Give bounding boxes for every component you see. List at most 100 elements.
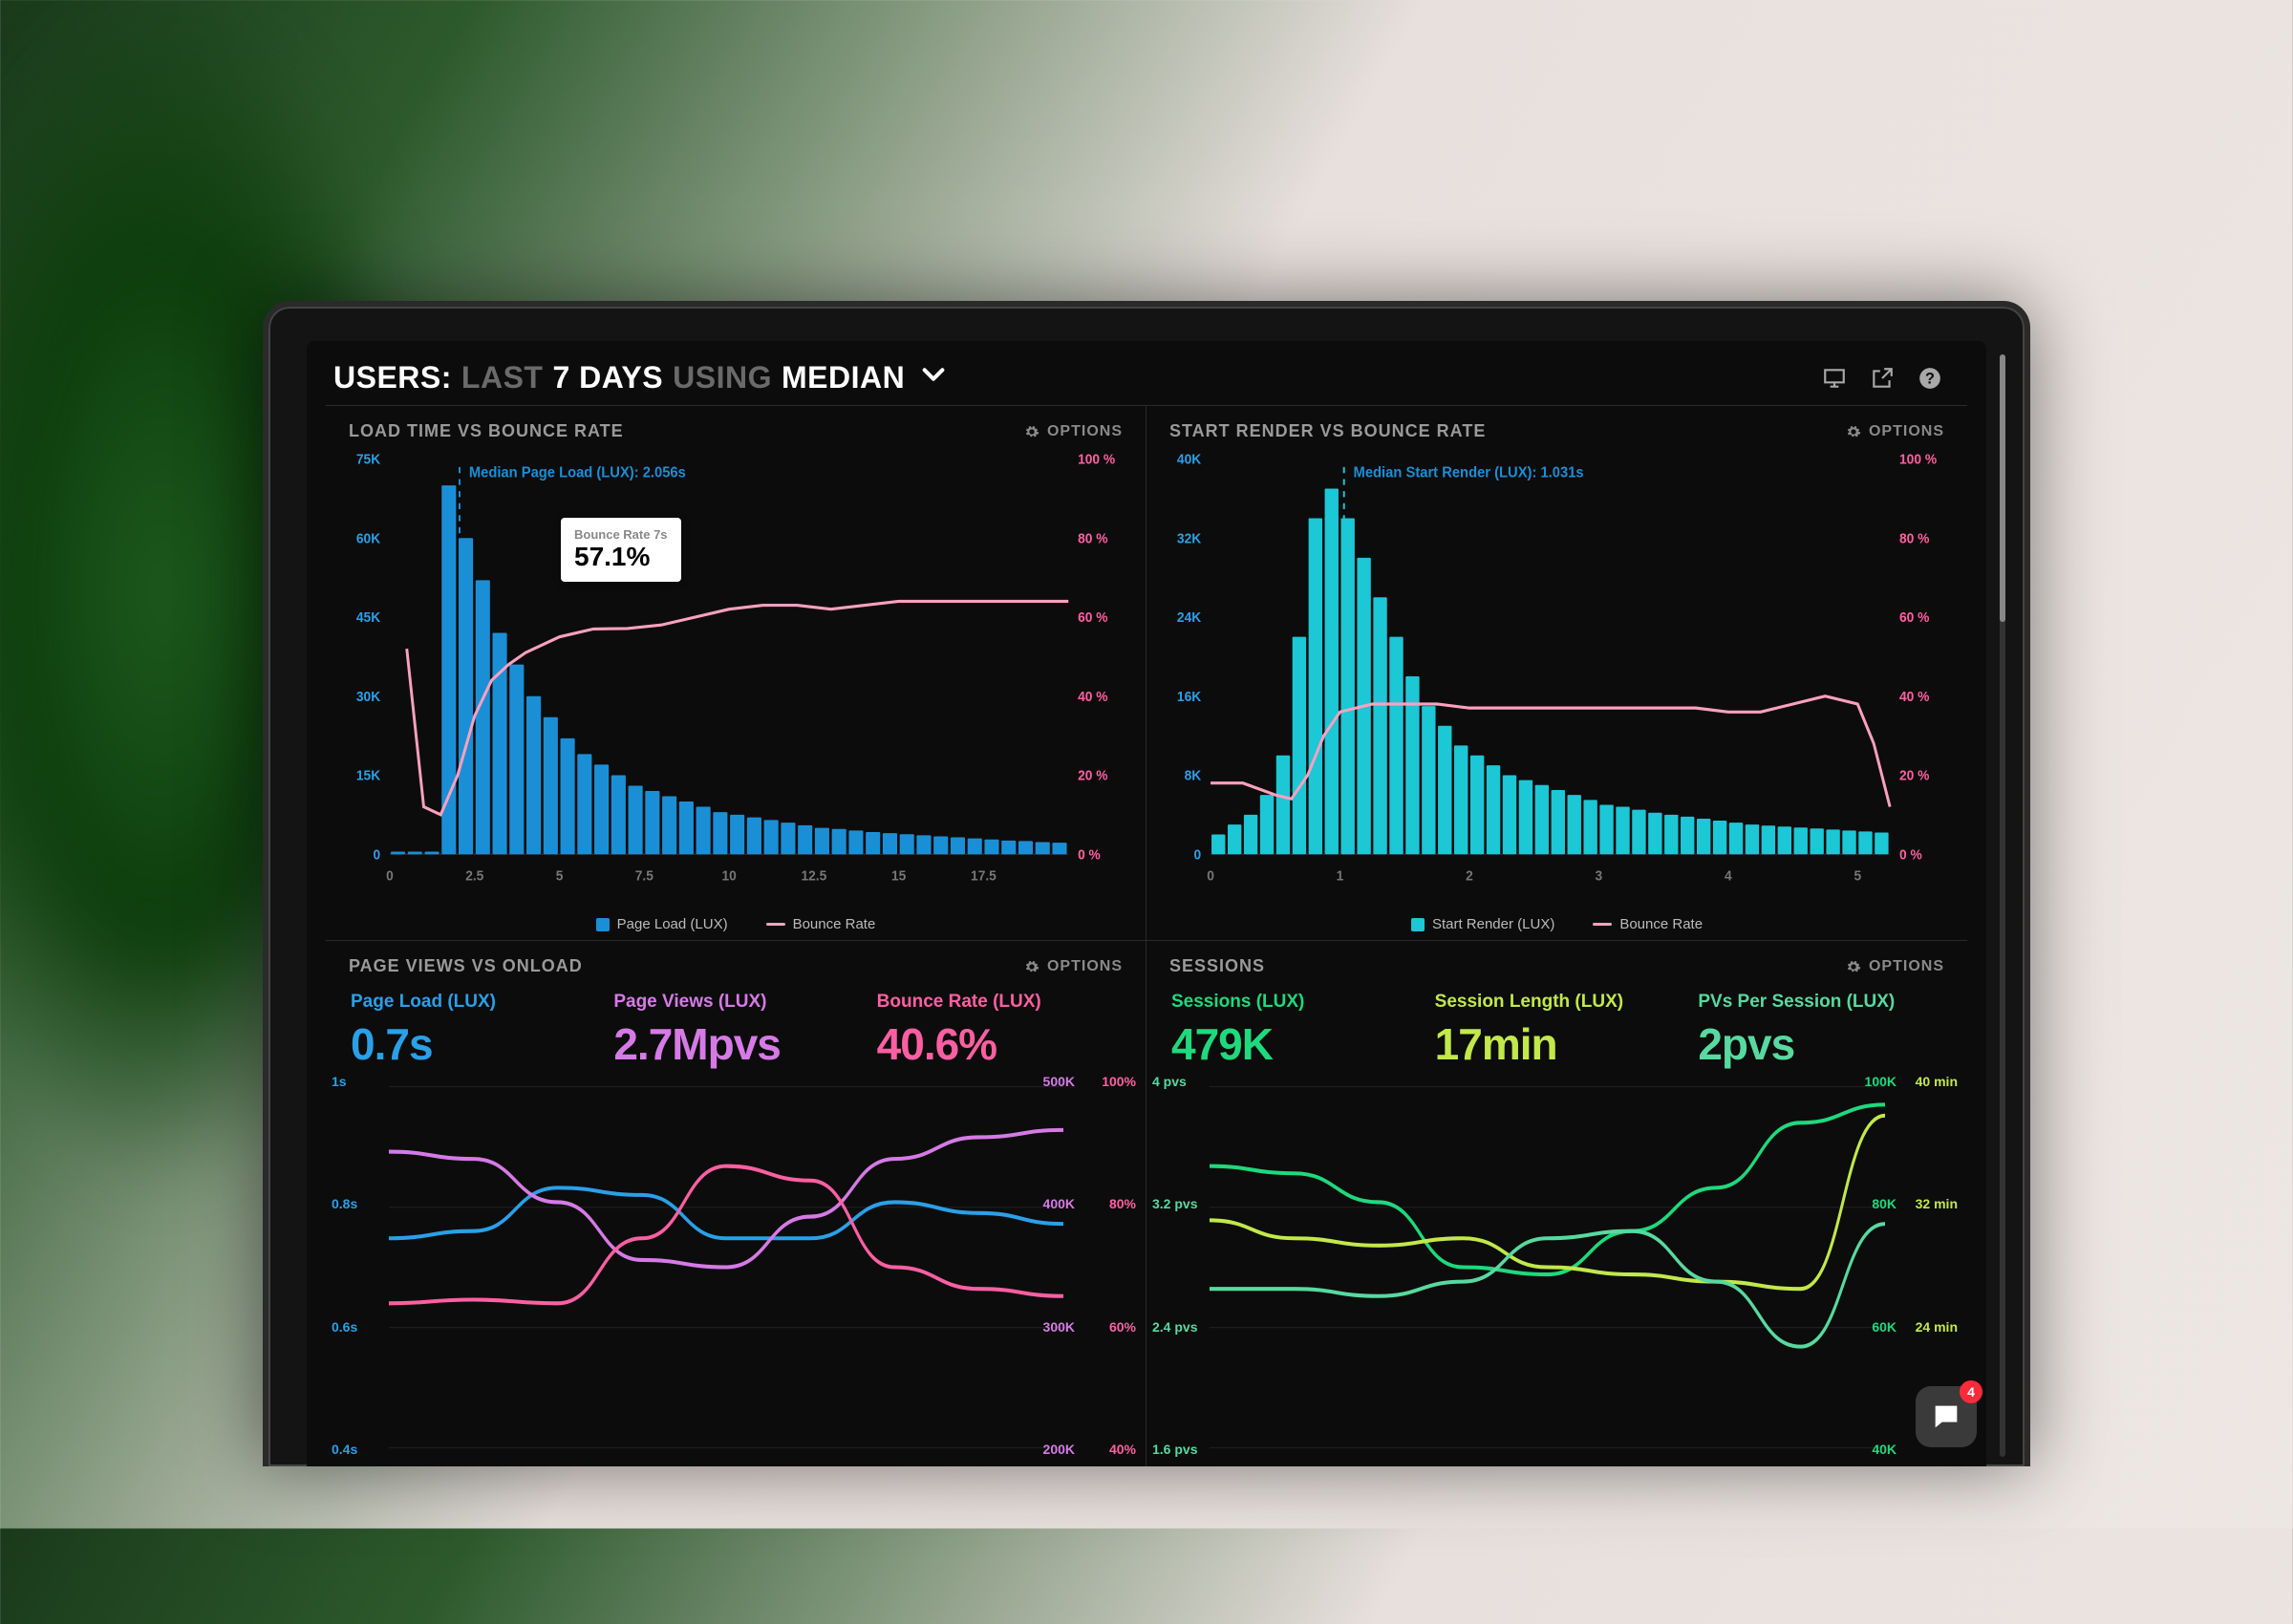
legend-swatch	[1411, 918, 1425, 931]
stat-card: Page Views (LUX)2.7Mpvs	[604, 988, 867, 1074]
chart-tooltip: Bounce Rate 7s 57.1%	[561, 518, 681, 582]
svg-text:16K: 16K	[1177, 690, 1202, 706]
svg-text:80 %: 80 %	[1078, 531, 1108, 547]
mini-chart-sessions: 1.6 pvs2.4 pvs3.2 pvs4 pvs40K60K80K100K2…	[1152, 1074, 1961, 1461]
gear-icon	[1024, 424, 1039, 439]
legend-item: Bounce Rate	[766, 916, 876, 932]
axis-tick: 0.4s	[332, 1442, 357, 1457]
svg-text:2: 2	[1466, 868, 1473, 885]
stat-card: Bounce Rate (LUX)40.6%	[868, 988, 1130, 1074]
axis-tick: 24 min	[1916, 1319, 1958, 1335]
axis-tick: 500K	[1043, 1074, 1075, 1089]
svg-text:75K: 75K	[356, 452, 381, 468]
svg-text:20 %: 20 %	[1899, 768, 1930, 784]
svg-text:2.5: 2.5	[465, 868, 483, 885]
axis-tick: 300K	[1043, 1319, 1075, 1335]
svg-text:20 %: 20 %	[1078, 768, 1108, 784]
legend-label: Page Load (LUX)	[617, 916, 728, 932]
gear-icon	[1846, 424, 1861, 439]
stat-row: Page Load (LUX)0.7sPage Views (LUX)2.7Mp…	[332, 984, 1140, 1074]
title-bright-1: 7 DAYS	[552, 360, 663, 395]
stat-card: Session Length (LUX) 17min	[1425, 988, 1689, 1074]
title-dim-1: LAST	[461, 360, 544, 395]
panel-sessions: SESSIONS OPTIONS Sessions (LUX)479KSessi…	[1146, 940, 1967, 1466]
monitor-icon[interactable]	[1822, 366, 1847, 391]
axis-tick: 100%	[1102, 1074, 1136, 1089]
legend-swatch	[766, 923, 785, 926]
svg-text:0: 0	[386, 868, 394, 885]
axis-tick: 0.6s	[332, 1319, 357, 1335]
title-prefix: USERS:	[333, 360, 452, 395]
axis-tick: 4 pvs	[1152, 1074, 1187, 1089]
panel-load-time-bounce: LOAD TIME VS BOUNCE RATE OPTIONS 015K30K…	[326, 405, 1146, 940]
svg-text:3: 3	[1596, 868, 1603, 885]
mini-chart-pageviews: 0.4s0.6s0.8s1s200K300K400K500K40%60%80%1…	[332, 1074, 1140, 1461]
axis-tick: 80K	[1872, 1196, 1897, 1211]
stat-value: 17min	[1435, 1018, 1680, 1070]
svg-text:17.5: 17.5	[971, 868, 996, 885]
axis-tick: 1.6 pvs	[1152, 1442, 1197, 1457]
share-icon[interactable]	[1870, 366, 1895, 391]
gear-icon	[1024, 959, 1039, 974]
legend-item: Page Load (LUX)	[596, 916, 728, 932]
options-button[interactable]: OPTIONS	[1024, 958, 1123, 975]
svg-text:?: ?	[1925, 370, 1935, 387]
svg-text:Median Start Render (LUX): 1.0: Median Start Render (LUX): 1.031s	[1354, 464, 1584, 481]
title-dropdown[interactable]: USERS: LAST 7 DAYS USING MEDIAN	[333, 360, 947, 395]
panel-title: START RENDER VS BOUNCE RATE	[1169, 421, 1486, 441]
svg-text:Median Page Load (LUX): 2.056s: Median Page Load (LUX): 2.056s	[469, 464, 686, 481]
options-button[interactable]: OPTIONS	[1846, 958, 1944, 975]
svg-text:0: 0	[373, 847, 380, 864]
options-label: OPTIONS	[1047, 423, 1123, 440]
svg-text:0: 0	[1207, 868, 1214, 885]
svg-text:80 %: 80 %	[1899, 531, 1930, 547]
title-bright-2: MEDIAN	[782, 360, 905, 395]
stat-row: Sessions (LUX)479KSession Length (LUX)17…	[1152, 984, 1961, 1074]
svg-text:32K: 32K	[1177, 531, 1202, 547]
stat-label: Page Load (LUX)	[351, 992, 594, 1013]
panel-title: LOAD TIME VS BOUNCE RATE	[349, 421, 624, 441]
laptop-frame: USERS: LAST 7 DAYS USING MEDIAN ? LOAD T…	[263, 301, 2030, 1466]
stat-value: 2pvs	[1698, 1018, 1942, 1070]
chart-legend: Page Load (LUX) Bounce Rate	[332, 910, 1140, 934]
svg-text:60K: 60K	[356, 531, 381, 547]
page-header: USERS: LAST 7 DAYS USING MEDIAN ?	[307, 341, 1986, 405]
axis-tick: 80%	[1109, 1196, 1136, 1211]
options-label: OPTIONS	[1869, 958, 1944, 975]
tooltip-label: Bounce Rate 7s	[574, 527, 668, 542]
svg-text:0: 0	[1194, 847, 1202, 864]
axis-tick: 32 min	[1916, 1196, 1958, 1211]
axis-tick: 2.4 pvs	[1152, 1319, 1197, 1335]
axis-tick: 400K	[1043, 1196, 1075, 1211]
stat-label: Session Length (LUX)	[1435, 992, 1680, 1013]
axis-tick: 60K	[1872, 1319, 1897, 1335]
svg-text:45K: 45K	[356, 610, 381, 627]
panel-page-views-onload: PAGE VIEWS VS ONLOAD OPTIONS Page Load (…	[326, 940, 1146, 1466]
legend-label: Start Render (LUX)	[1432, 916, 1554, 932]
options-button[interactable]: OPTIONS	[1846, 423, 1944, 440]
svg-text:1: 1	[1337, 868, 1344, 885]
dashboard-screen: USERS: LAST 7 DAYS USING MEDIAN ? LOAD T…	[307, 341, 1986, 1466]
options-label: OPTIONS	[1869, 423, 1944, 440]
svg-text:8K: 8K	[1185, 768, 1202, 784]
axis-tick: 40K	[1872, 1442, 1897, 1457]
svg-text:15: 15	[891, 868, 906, 885]
svg-text:0 %: 0 %	[1899, 847, 1922, 864]
stat-label: Bounce Rate (LUX)	[877, 992, 1121, 1013]
panel-title: PAGE VIEWS VS ONLOAD	[349, 956, 583, 976]
panel-start-render-bounce: START RENDER VS BOUNCE RATE OPTIONS 0 8K 1…	[1146, 405, 1967, 940]
legend-item: Bounce Rate	[1593, 916, 1703, 932]
options-button[interactable]: OPTIONS	[1024, 423, 1123, 440]
stat-value: 2.7Mpvs	[613, 1018, 857, 1070]
panel-grid: LOAD TIME VS BOUNCE RATE OPTIONS 015K30K…	[307, 405, 1986, 1466]
axis-tick: 40 min	[1916, 1074, 1958, 1089]
axis-tick: 200K	[1043, 1442, 1075, 1457]
svg-text:12.5: 12.5	[801, 868, 826, 885]
axis-tick: 0.8s	[332, 1196, 357, 1211]
axis-tick: 60%	[1109, 1319, 1136, 1335]
panel-title: SESSIONS	[1169, 956, 1265, 976]
chat-widget[interactable]: 4	[1916, 1386, 1977, 1447]
svg-text:100 %: 100 %	[1899, 452, 1937, 468]
svg-text:60 %: 60 %	[1899, 610, 1930, 627]
help-icon[interactable]: ?	[1918, 366, 1942, 391]
